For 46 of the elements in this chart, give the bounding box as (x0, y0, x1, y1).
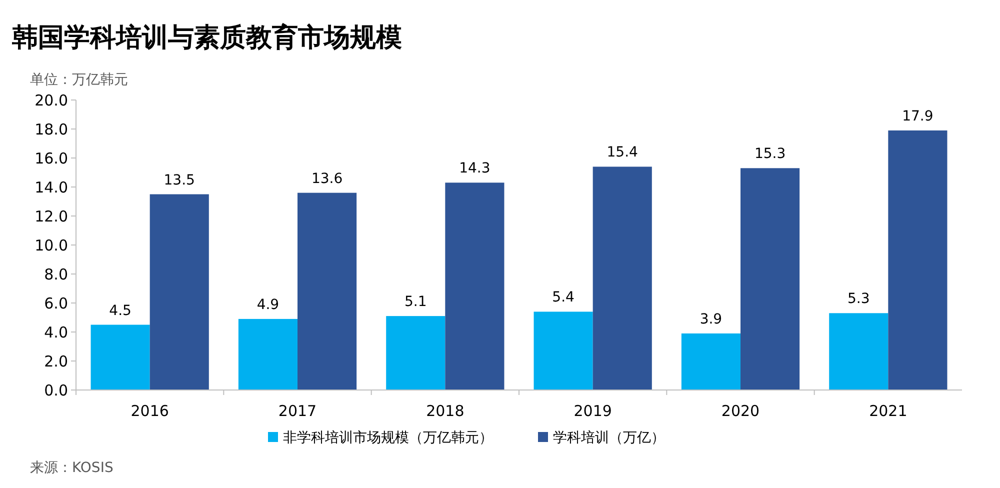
x-tick-label: 2016 (130, 402, 169, 420)
bar (681, 333, 740, 390)
y-tick-label: 18.0 (34, 120, 68, 138)
data-label: 13.5 (164, 172, 195, 188)
y-tick-label: 16.0 (34, 149, 68, 168)
bar (592, 166, 652, 390)
data-label: 13.6 (311, 170, 343, 187)
bar (534, 312, 593, 390)
chart-title: 韩国学科培训与素质教育市场规模 (11, 22, 402, 53)
x-tick-label: 2017 (278, 402, 317, 420)
y-tick-label: 0.0 (44, 381, 68, 400)
bar (150, 194, 209, 390)
y-tick-label: 12.0 (34, 207, 68, 226)
x-tick-label: 2020 (721, 402, 760, 420)
data-label: 17.9 (902, 108, 934, 124)
y-tick-label: 4.0 (44, 323, 68, 342)
y-tick-label: 20.0 (34, 91, 68, 110)
y-tick-label: 6.0 (44, 294, 68, 312)
legend-label: 非学科培训市场规模（万亿韩元） (283, 430, 493, 446)
data-label: 14.3 (459, 160, 490, 177)
data-label: 3.9 (700, 311, 722, 328)
bar (298, 192, 357, 390)
y-tick-label: 10.0 (34, 236, 68, 254)
bar (386, 316, 446, 390)
data-label: 5.4 (552, 290, 575, 306)
legend-label: 学科培训（万亿） (553, 430, 665, 446)
bar (888, 130, 948, 390)
x-tick-label: 2019 (574, 402, 612, 420)
bar (829, 313, 888, 390)
data-label: 4.5 (109, 302, 132, 319)
data-label: 15.3 (754, 146, 786, 162)
bar (90, 324, 150, 390)
data-label: 5.3 (848, 291, 870, 308)
x-tick-label: 2021 (869, 402, 908, 420)
data-label: 15.4 (606, 144, 638, 161)
y-tick-label: 8.0 (44, 265, 68, 284)
bar (740, 168, 800, 390)
y-tick-label: 14.0 (34, 178, 68, 196)
bar (238, 318, 298, 390)
bar (445, 182, 504, 390)
x-tick-label: 2018 (426, 402, 464, 420)
y-tick-label: 2.0 (44, 352, 68, 370)
source-note: 来源：KOSIS (30, 460, 114, 476)
data-label: 5.1 (404, 294, 427, 310)
data-label: 4.9 (256, 296, 280, 313)
chart-subtitle: 单位：万亿韩元 (30, 72, 128, 88)
